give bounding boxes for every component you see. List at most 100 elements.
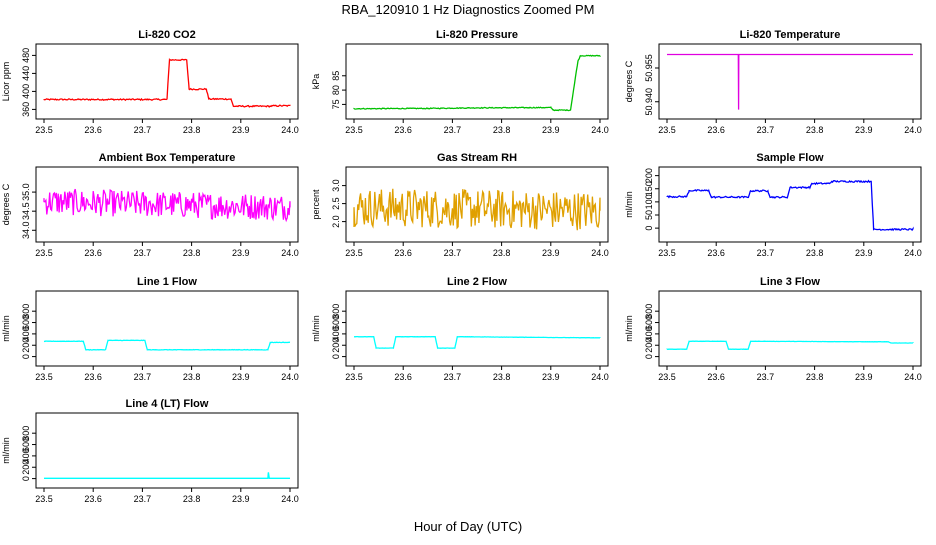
series-line xyxy=(43,339,291,351)
x-tick-label: 23.9 xyxy=(232,494,250,504)
x-tick-label: 23.7 xyxy=(757,125,775,135)
x-tick-label: 23.8 xyxy=(183,125,201,135)
y-tick-label: 800 xyxy=(21,304,31,319)
y-tick-label: 600 xyxy=(21,315,31,330)
x-tick-label: 23.6 xyxy=(707,125,725,135)
y-tick-label: 100 xyxy=(644,194,654,209)
figure-xlabel: Hour of Day (UTC) xyxy=(414,519,522,534)
x-tick-label: 23.9 xyxy=(232,372,250,382)
y-tick-label: 360 xyxy=(21,102,31,117)
x-tick-label: 23.9 xyxy=(232,125,250,135)
series-line xyxy=(353,54,601,112)
series-line xyxy=(667,53,913,110)
y-tick-label: 0 xyxy=(644,226,654,231)
x-tick-label: 23.9 xyxy=(542,372,560,382)
y-tick-label: 34.5 xyxy=(21,202,31,220)
x-tick-label: 23.7 xyxy=(757,248,775,258)
x-tick-label: 23.5 xyxy=(345,125,363,135)
panel-title: Li-820 Pressure xyxy=(436,29,518,41)
panel-title: Line 4 (LT) Flow xyxy=(126,398,209,410)
series-line xyxy=(666,179,914,232)
plot-frame xyxy=(658,290,922,367)
panel-10: Line 4 (LT) Flow 23.5 23.6 23.7 23.8 23.9 24.0… xyxy=(1,398,299,504)
panel-title: Line 1 Flow xyxy=(137,276,197,288)
y-tick-label: 75 xyxy=(331,99,341,109)
y-tick-label: 80 xyxy=(331,85,341,95)
y-tick-label: 0 xyxy=(331,354,341,359)
x-tick-label: 23.6 xyxy=(707,372,725,382)
panel-2: Li-820 Pressure 23.5 23.6 23.7 23.8 23.9 24.0 7… xyxy=(311,29,609,135)
y-tick-label: 2.5 xyxy=(331,197,341,210)
x-tick-label: 24.0 xyxy=(591,248,609,258)
plot-frame xyxy=(658,43,922,120)
x-tick-label: 23.6 xyxy=(394,248,412,258)
y-tick-label: 50.955 xyxy=(644,54,654,82)
x-tick-label: 23.9 xyxy=(542,125,560,135)
x-tick-label: 23.9 xyxy=(855,248,873,258)
x-tick-label: 23.6 xyxy=(84,125,102,135)
x-tick-label: 24.0 xyxy=(591,125,609,135)
y-axis-label: degrees C xyxy=(624,60,634,102)
x-tick-label: 23.8 xyxy=(493,248,511,258)
panel-6: Sample Flow 23.5 23.6 23.7 23.8 23.9 24.0 0 5010… xyxy=(624,152,922,258)
y-tick-label: 400 xyxy=(21,448,31,463)
panel-1: Li-820 CO2 23.5 23.6 23.7 23.8 23.9 24.0 360 400… xyxy=(1,29,299,135)
x-tick-label: 23.6 xyxy=(84,494,102,504)
panel-title: Li-820 CO2 xyxy=(138,29,195,41)
x-tick-label: 23.8 xyxy=(806,248,824,258)
y-tick-label: 200 xyxy=(644,338,654,353)
chart-panels: Li-820 CO2 23.5 23.6 23.7 23.8 23.9 24.0 360 400… xyxy=(1,29,922,504)
x-tick-label: 23.7 xyxy=(757,372,775,382)
x-tick-label: 23.7 xyxy=(444,125,462,135)
y-tick-label: 0 xyxy=(21,476,31,481)
y-tick-label: 400 xyxy=(21,326,31,341)
y-tick-label: 200 xyxy=(331,338,341,353)
x-tick-label: 24.0 xyxy=(281,125,299,135)
series-line xyxy=(43,57,291,108)
series-line xyxy=(353,188,601,231)
y-axis-label: percent xyxy=(311,189,321,220)
x-tick-label: 23.5 xyxy=(35,372,53,382)
panel-title: Li-820 Temperature xyxy=(740,29,841,41)
y-axis-label: ml/min xyxy=(624,191,634,218)
plot-frame xyxy=(35,166,299,243)
panel-title: Line 3 Flow xyxy=(760,276,820,288)
y-tick-label: 34.0 xyxy=(21,222,31,240)
series-line xyxy=(43,188,291,223)
panel-5: Gas Stream RH 23.5 23.6 23.7 23.8 23.9 24.0 2.0… xyxy=(311,152,609,258)
panel-title: Ambient Box Temperature xyxy=(99,152,236,164)
series-line xyxy=(353,335,601,349)
plot-frame xyxy=(35,43,299,120)
panel-3: Li-820 Temperature 23.5 23.6 23.7 23.8 23.9 24… xyxy=(624,29,922,135)
y-tick-label: 50.940 xyxy=(644,88,654,116)
x-tick-label: 23.8 xyxy=(183,494,201,504)
y-axis-label: ml/min xyxy=(1,315,11,342)
x-tick-label: 23.8 xyxy=(806,125,824,135)
panel-title: Line 2 Flow xyxy=(447,276,507,288)
y-tick-label: 0 xyxy=(21,354,31,359)
x-tick-label: 23.6 xyxy=(394,125,412,135)
y-tick-label: 35.0 xyxy=(21,183,31,201)
panel-8: Line 2 Flow 23.5 23.6 23.7 23.8 23.9 24.0 02004… xyxy=(311,276,609,382)
y-tick-label: 800 xyxy=(21,426,31,441)
x-tick-label: 23.6 xyxy=(707,248,725,258)
x-tick-label: 23.7 xyxy=(134,125,152,135)
y-tick-label: 200 xyxy=(21,338,31,353)
x-tick-label: 23.5 xyxy=(658,372,676,382)
series-line xyxy=(44,472,290,479)
y-tick-label: 150 xyxy=(644,181,654,196)
y-tick-label: 800 xyxy=(644,304,654,319)
x-tick-label: 23.7 xyxy=(134,372,152,382)
x-tick-label: 23.8 xyxy=(806,372,824,382)
x-tick-label: 23.5 xyxy=(658,248,676,258)
y-axis-label: ml/min xyxy=(311,315,321,342)
x-tick-label: 24.0 xyxy=(281,494,299,504)
x-tick-label: 24.0 xyxy=(904,125,922,135)
x-tick-label: 23.7 xyxy=(444,372,462,382)
panel-4: Ambient Box Temperature 23.5 23.6 23.7 23.8 2… xyxy=(1,152,299,258)
x-tick-label: 23.5 xyxy=(345,372,363,382)
plot-frame xyxy=(345,290,609,367)
y-tick-label: 400 xyxy=(644,326,654,341)
y-tick-label: 50 xyxy=(644,210,654,220)
